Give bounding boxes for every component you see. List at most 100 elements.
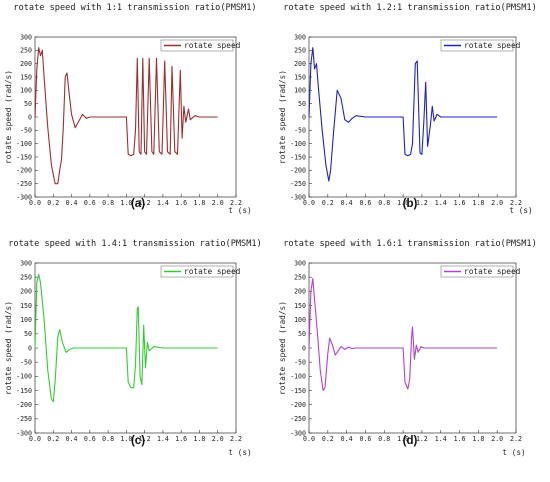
chart-panel-2: rotate speed with 1.2:1 transmission rat… (278, 3, 537, 215)
x-tick-label: 0.2 (47, 435, 59, 443)
x-tick-label: 1.6 (454, 199, 466, 207)
x-tick-label: 1.6 (454, 435, 466, 443)
series-line-rotate-speed (34, 273, 218, 403)
y-tick-label: -200 (16, 167, 32, 175)
y-tick-label: -100 (16, 140, 32, 148)
y-tick-label: -250 (290, 180, 306, 188)
y-tick-label: 300 (20, 259, 32, 267)
y-tick-label: 100 (20, 316, 32, 324)
panel-label: (c) (131, 435, 145, 447)
y-axis-label: rotate speed (rad/s) (278, 301, 287, 395)
x-tick-label: 1.2 (139, 435, 151, 443)
series-line-rotate-speed (308, 47, 498, 182)
y-tick-label: 150 (294, 302, 306, 310)
y-tick-label: 200 (294, 60, 306, 68)
y-tick-label: 0 (28, 344, 32, 352)
x-tick-label: 2.0 (491, 199, 503, 207)
x-tick-label: 1.4 (435, 199, 447, 207)
legend-box (160, 265, 234, 278)
x-tick-label: 0.8 (378, 199, 390, 207)
legend-box (440, 265, 514, 278)
x-tick-label: 1.4 (157, 199, 169, 207)
chart-title: rotate speed with 1:1 transmission ratio… (13, 3, 256, 13)
x-axis-label: t (s) (228, 206, 251, 215)
y-tick-label: 150 (20, 302, 32, 310)
y-tick-label: -200 (290, 401, 306, 409)
x-tick-label: 1.0 (120, 435, 132, 443)
chart-title: rotate speed with 1.4:1 transmission rat… (8, 239, 262, 249)
legend-entry: rotate speed (464, 267, 520, 276)
y-tick-label: 200 (20, 288, 32, 296)
x-tick-label: 0.2 (322, 435, 334, 443)
y-tick-label: 200 (294, 288, 306, 296)
x-tick-label: 0.4 (341, 199, 353, 207)
x-tick-label: 1.0 (120, 199, 132, 207)
chart-panel-1: rotate speed with 1:1 transmission ratio… (4, 3, 257, 215)
y-tick-label: 250 (294, 47, 306, 55)
y-tick-label: -250 (16, 180, 32, 188)
y-tick-label: 0 (28, 113, 32, 121)
x-tick-label: 2.2 (230, 435, 242, 443)
y-tick-label: 50 (298, 100, 306, 108)
y-tick-label: -250 (290, 415, 306, 423)
x-tick-label: 1.2 (139, 199, 151, 207)
y-tick-label: -100 (290, 373, 306, 381)
y-axis-label: rotate speed (rad/s) (4, 301, 13, 395)
chart-panel-4: rotate speed with 1.6:1 transmission rat… (278, 239, 537, 457)
y-tick-label: -50 (20, 127, 32, 135)
x-axis-label: t (s) (502, 448, 525, 457)
x-tick-label: 2.0 (491, 435, 503, 443)
y-tick-label: 250 (294, 273, 306, 281)
y-axis-label: rotate speed (rad/s) (4, 70, 13, 164)
x-tick-label: 0.6 (84, 199, 96, 207)
x-tick-label: 0.8 (102, 435, 114, 443)
y-tick-label: -200 (16, 401, 32, 409)
x-tick-label: 0.6 (359, 199, 371, 207)
y-tick-label: 50 (24, 100, 32, 108)
y-tick-label: 100 (294, 87, 306, 95)
y-tick-label: 300 (20, 33, 32, 41)
legend-entry: rotate speed (464, 41, 520, 50)
y-tick-label: -200 (290, 167, 306, 175)
y-tick-label: -150 (290, 153, 306, 161)
x-tick-label: 0.2 (47, 199, 59, 207)
x-tick-label: 0.8 (378, 435, 390, 443)
chart-title: rotate speed with 1.6:1 transmission rat… (283, 239, 537, 249)
legend-box (160, 39, 234, 52)
x-tick-label: 2.2 (510, 199, 522, 207)
y-tick-label: 150 (20, 73, 32, 81)
y-tick-label: 250 (20, 273, 32, 281)
series-line-rotate-speed (34, 47, 218, 185)
y-tick-label: -50 (294, 127, 306, 135)
x-tick-label: 1.2 (416, 435, 428, 443)
x-tick-label: 1.6 (175, 199, 187, 207)
legend-entry: rotate speed (184, 41, 240, 50)
x-tick-label: 1.8 (472, 199, 484, 207)
chart-title: rotate speed with 1.2:1 transmission rat… (283, 3, 537, 13)
y-tick-label: 250 (20, 47, 32, 55)
y-tick-label: 100 (294, 316, 306, 324)
y-tick-label: 150 (294, 73, 306, 81)
y-tick-label: 300 (294, 259, 306, 267)
x-tick-label: 0.6 (84, 435, 96, 443)
x-tick-label: 0.2 (322, 199, 334, 207)
x-tick-label: 0.0 (29, 435, 41, 443)
x-axis-label: t (s) (509, 206, 532, 215)
x-axis-label: t (s) (228, 448, 251, 457)
x-tick-label: 1.4 (435, 435, 447, 443)
x-tick-label: 0.6 (359, 435, 371, 443)
x-tick-label: 1.8 (472, 435, 484, 443)
y-tick-label: 200 (20, 60, 32, 68)
y-tick-label: -300 (16, 193, 32, 201)
y-tick-label: 50 (24, 330, 32, 338)
x-tick-label: 0.0 (29, 199, 41, 207)
y-tick-label: -50 (294, 358, 306, 366)
y-axis-label: rotate speed (rad/s) (278, 70, 287, 164)
x-tick-label: 2.2 (510, 435, 522, 443)
x-tick-label: 1.2 (416, 199, 428, 207)
series-line-rotate-speed (308, 278, 498, 392)
x-tick-label: 0.8 (102, 199, 114, 207)
x-tick-label: 1.8 (193, 435, 205, 443)
legend-box (440, 39, 514, 52)
